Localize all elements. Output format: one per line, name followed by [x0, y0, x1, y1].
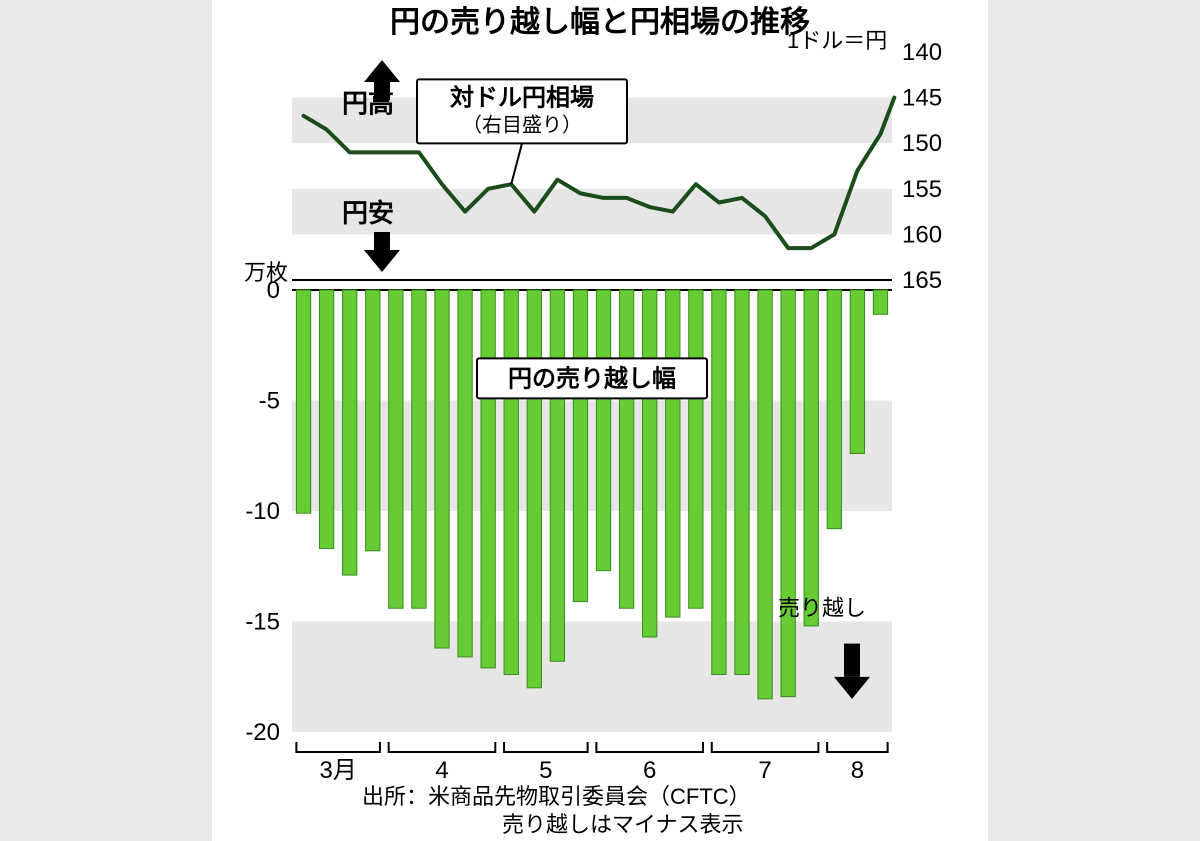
left-axis-tick: -15 — [245, 609, 280, 636]
left-axis-unit: 万枚 — [244, 260, 288, 285]
net-short-bar — [527, 290, 541, 688]
right-axis-tick: 145 — [902, 85, 942, 112]
source-line-2: 売り越しはマイナス表示 — [502, 812, 744, 837]
month-bracket — [504, 742, 588, 752]
arrow-head-icon — [364, 250, 400, 272]
left-axis-tick: -20 — [245, 719, 280, 746]
bar-series-label: 円の売り越し幅 — [477, 358, 707, 398]
net-short-bar — [689, 290, 703, 608]
month-label: 5 — [539, 757, 552, 784]
net-short-bar — [504, 290, 518, 675]
month-label: 3月 — [319, 757, 356, 784]
net-short-bar — [596, 290, 610, 571]
net-short-bar — [296, 290, 310, 513]
net-short-bar — [781, 290, 795, 697]
month-bracket — [827, 742, 887, 752]
short-direction-label: 売り越し — [778, 596, 866, 621]
net-short-bar — [873, 290, 887, 314]
arrow-shaft — [844, 644, 860, 677]
net-short-bar — [735, 290, 749, 675]
net-short-bar — [458, 290, 472, 657]
net-short-bar — [712, 290, 726, 675]
net-short-bar — [619, 290, 633, 608]
right-axis-tick: 165 — [902, 267, 942, 294]
svg-text:（右目盛り）: （右目盛り） — [462, 113, 582, 136]
right-axis-tick: 155 — [902, 176, 942, 203]
line-legend-box: 対ドル円相場（右目盛り） — [417, 79, 627, 143]
month-bracket — [596, 742, 703, 752]
net-short-bar — [850, 290, 864, 454]
left-axis-tick: -10 — [245, 498, 280, 525]
chart-svg: 円の売り越し幅と円相場の推移 140 145 150 155 160 165 1ドル＝円円高円… — [212, 0, 988, 841]
net-short-bar — [389, 290, 403, 608]
net-short-bar — [412, 290, 426, 608]
chart-card: 円の売り越し幅と円相場の推移 140 145 150 155 160 165 1ドル＝円円高円… — [212, 0, 988, 841]
net-short-bar — [481, 290, 495, 668]
chart-title: 円の売り越し幅と円相場の推移 — [390, 6, 810, 39]
net-short-bar — [366, 290, 380, 551]
right-axis-tick: 140 — [902, 39, 942, 66]
month-label: 4 — [435, 757, 448, 784]
month-bracket — [389, 742, 496, 752]
right-axis-tick: 150 — [902, 130, 942, 157]
month-bracket — [712, 742, 819, 752]
net-short-bar — [343, 290, 357, 575]
net-short-bar — [804, 290, 818, 626]
bar-grid-band — [292, 401, 892, 512]
month-bracket — [296, 742, 380, 752]
source-line-1: 出所：米商品先物取引委員会（CFTC） — [362, 784, 751, 809]
bar-grid-band — [292, 622, 892, 733]
month-label: 8 — [851, 757, 864, 784]
month-label: 6 — [643, 757, 656, 784]
yen-high-label: 円高 — [342, 89, 394, 119]
net-short-bar — [827, 290, 841, 529]
net-short-bar — [435, 290, 449, 648]
net-short-bar — [643, 290, 657, 637]
arrow-head-icon — [364, 60, 400, 82]
net-short-bar — [319, 290, 333, 549]
left-axis-tick: -5 — [259, 388, 280, 415]
month-label: 7 — [758, 757, 771, 784]
page: 円の売り越し幅と円相場の推移 140 145 150 155 160 165 1ドル＝円円高円… — [0, 0, 1200, 841]
right-axis-unit: 1ドル＝円 — [787, 28, 887, 53]
net-short-bar — [573, 290, 587, 602]
yen-low-label: 円安 — [342, 198, 394, 228]
arrow-shaft — [374, 232, 390, 250]
net-short-bar — [550, 290, 564, 661]
svg-text:円の売り越し幅: 円の売り越し幅 — [508, 365, 676, 392]
svg-text:対ドル円相場: 対ドル円相場 — [450, 84, 594, 111]
net-short-bar — [666, 290, 680, 617]
right-axis-tick: 160 — [902, 221, 942, 248]
legend-leader — [511, 143, 522, 184]
net-short-bar — [758, 290, 772, 699]
